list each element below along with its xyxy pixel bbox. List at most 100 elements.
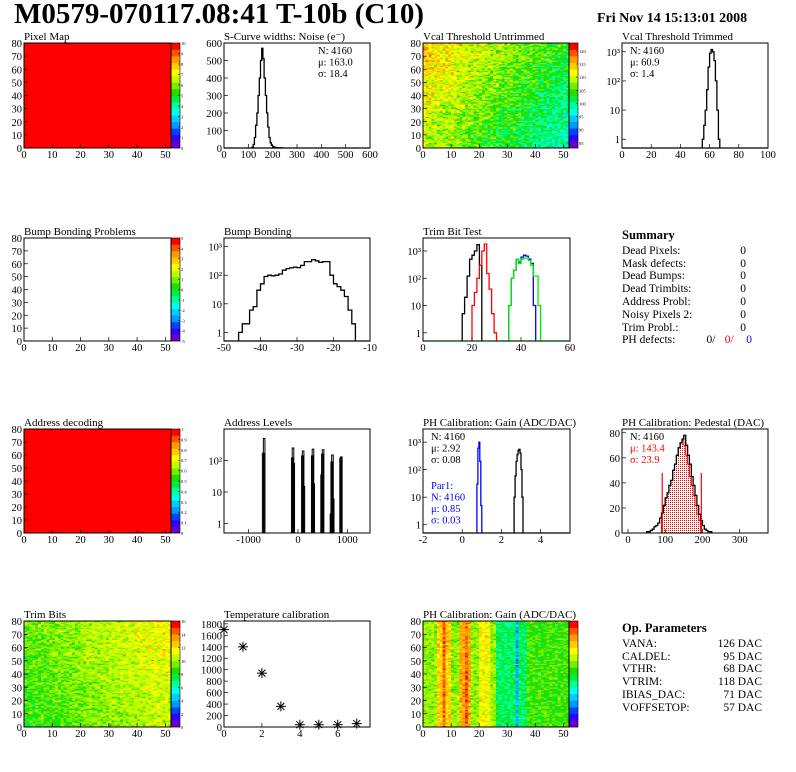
heatmap-cell (490, 81, 494, 83)
heatmap-cell (445, 94, 449, 96)
heatmap-cell (442, 132, 446, 134)
heatmap-cell (456, 73, 460, 75)
heatmap-cell (473, 56, 477, 58)
heatmap-cell (423, 137, 427, 140)
heatmap-cell (451, 94, 455, 96)
heatmap-cell (434, 71, 438, 74)
heatmap-cell (473, 102, 477, 104)
heatmap-cell (431, 115, 435, 117)
heatmap-cell (456, 138, 460, 141)
heatmap-cell (473, 58, 477, 61)
heatmap-cell (467, 77, 472, 79)
heatmap-cell (496, 136, 500, 138)
heatmap-cell (484, 45, 488, 48)
heatmap-cell (439, 119, 443, 121)
heatmap-cell (423, 125, 427, 128)
heatmap-cell (462, 137, 466, 140)
heatmap-cell (439, 75, 443, 78)
heatmap-cell (487, 45, 491, 48)
heatmap-cell (459, 64, 463, 66)
heatmap-cell (501, 119, 505, 121)
heatmap-cell (434, 96, 438, 99)
heatmap-cell (456, 127, 460, 129)
heatmap-cell (448, 137, 452, 140)
heatmap-cell (479, 81, 483, 83)
heatmap-cell (473, 60, 477, 62)
heatmap-cell (490, 130, 494, 133)
heatmap-cell (465, 138, 469, 141)
heatmap-cell (498, 60, 502, 62)
y-tick-label: 10² (208, 271, 222, 282)
heatmap-cell (473, 90, 477, 92)
heatmap-cell (479, 61, 483, 63)
x-tick-label: 80 (734, 150, 745, 161)
palette-swatch (569, 141, 578, 149)
heatmap-cell (439, 60, 443, 62)
heatmap-cell (425, 99, 429, 102)
heatmap-cell (467, 73, 472, 75)
heatmap-cell (437, 66, 441, 69)
y-tick-label: 10² (606, 77, 620, 88)
heatmap-cell (476, 96, 480, 99)
heatmap-cell (431, 57, 435, 60)
palette-swatch (569, 56, 578, 63)
histogram-series-2 (508, 254, 537, 341)
heatmap-cell (439, 70, 443, 73)
heatmap-cell (453, 87, 457, 90)
heatmap-cell (462, 77, 466, 79)
heatmap-cell (425, 50, 429, 53)
heatmap-cell (493, 134, 497, 137)
heatmap-cell (459, 144, 463, 146)
heatmap-cell (459, 56, 463, 58)
heatmap-cell (434, 53, 438, 56)
heatmap-cell (445, 95, 449, 98)
heatmap-cell (479, 86, 483, 88)
heatmap-cell (498, 92, 502, 95)
plot-frame (223, 428, 371, 534)
heatmap-cell (453, 46, 457, 49)
heatmap-cell (428, 115, 432, 117)
heatmap-cell (423, 69, 427, 71)
heatmap-cell (470, 44, 474, 46)
heatmap-cell (453, 96, 457, 99)
heatmap-cell (459, 125, 463, 128)
heatmap-cell (459, 95, 463, 98)
y-tick-label: 40 (610, 479, 621, 490)
heatmap-cell (445, 107, 449, 109)
heatmap-cell (465, 61, 469, 63)
heatmap-cell (467, 67, 472, 70)
heatmap-cell (442, 79, 446, 82)
heatmap-cell (470, 112, 474, 115)
heatmap-cell (437, 91, 441, 94)
heatmap-cell (493, 65, 497, 67)
heatmap-cell (465, 116, 469, 119)
heatmap-cell (453, 137, 457, 140)
heatmap-cell (456, 103, 460, 105)
heatmap-cell (481, 90, 486, 92)
heatmap-cell (498, 142, 502, 145)
heatmap-cell (476, 50, 480, 53)
heatmap-cell (431, 49, 435, 52)
heatmap-cell (484, 100, 488, 103)
heatmap-cell (439, 133, 443, 136)
heatmap-cell (467, 87, 472, 90)
heatmap-cell (465, 87, 469, 90)
heatmap-cell (490, 120, 494, 123)
heatmap-cell (437, 67, 441, 70)
heatmap-cell (425, 56, 429, 58)
heatmap-cell (496, 79, 500, 82)
heatmap-cell (437, 71, 441, 74)
heatmap-cell (476, 127, 480, 129)
heatmap-cell (498, 138, 502, 141)
heatmap-cell (487, 95, 491, 98)
heatmap-cell (498, 112, 502, 115)
heatmap-cell (442, 58, 446, 61)
heatmap-cell (496, 108, 500, 111)
heatmap-cell (465, 117, 469, 120)
heatmap-cell (453, 77, 457, 79)
heatmap-cell (437, 96, 441, 99)
y-tick-label: 80 (411, 39, 422, 50)
x-tick-label: -2 (419, 535, 428, 546)
panel-title: PH Calibration: Gain (ADC/DAC) (423, 417, 576, 429)
heatmap-cell (428, 113, 432, 116)
